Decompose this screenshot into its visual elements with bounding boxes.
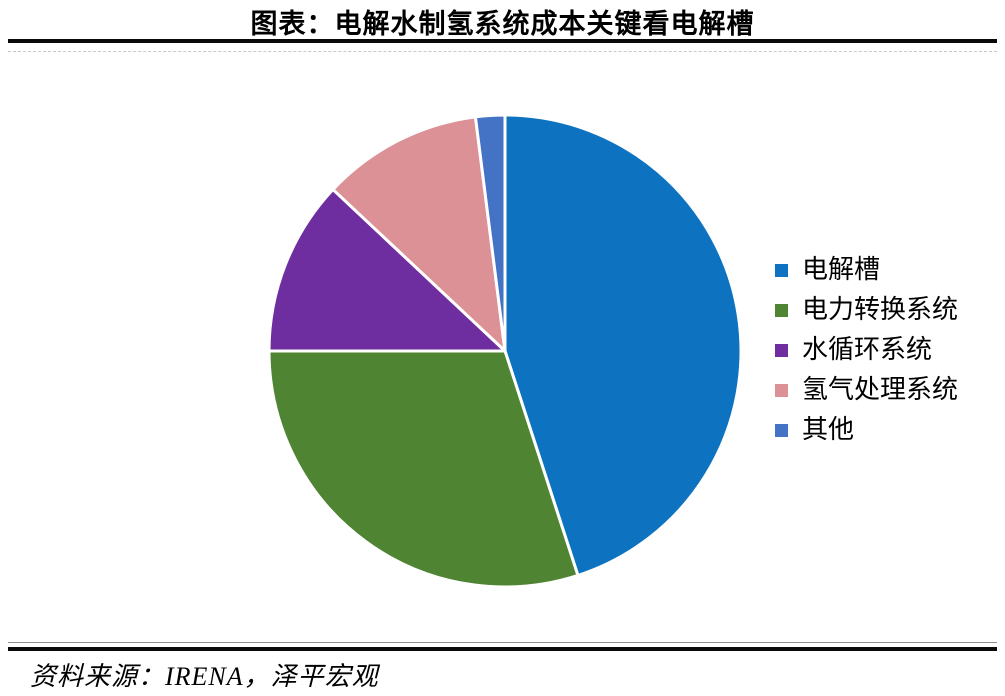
legend-label: 电力转换系统 <box>802 295 959 324</box>
legend-label: 氢气处理系统 <box>802 375 959 404</box>
legend-swatch-icon <box>775 423 788 437</box>
legend-label: 电解槽 <box>802 255 881 284</box>
legend-item-4: 氢气处理系统 <box>775 370 958 410</box>
pie-slice-4 <box>331 115 507 353</box>
legend-item-1: 电解槽 <box>775 250 958 290</box>
pie-slice-3 <box>267 187 507 353</box>
legend-item-3: 水循环系统 <box>775 330 958 370</box>
legend-swatch-icon <box>775 383 788 397</box>
bottom-thin-line <box>8 642 997 643</box>
legend-swatch-icon <box>775 263 788 277</box>
top-thin-line <box>8 51 997 52</box>
legend-swatch-icon <box>775 343 788 357</box>
pie-slice-5 <box>473 113 507 353</box>
pie-slice-2 <box>267 349 580 589</box>
top-divider-rule <box>8 39 997 43</box>
legend-label: 其他 <box>802 415 855 444</box>
chart-legend: 电解槽电力转换系统 水循环系统氢气处理系统 其他 <box>775 250 958 450</box>
legend-item-2: 电力转换系统 <box>775 290 958 330</box>
chart-title: 图表：电解水制氢系统成本关键看电解槽 <box>250 9 755 39</box>
legend-label: 水循环系统 <box>802 335 933 364</box>
pie-slice-1 <box>503 113 743 577</box>
legend-item-5: 其他 <box>775 410 958 450</box>
bottom-divider-rule <box>8 647 997 651</box>
legend-swatch-icon <box>775 303 788 317</box>
source-note: 资料来源：IRENA，泽平宏观 <box>30 662 379 691</box>
